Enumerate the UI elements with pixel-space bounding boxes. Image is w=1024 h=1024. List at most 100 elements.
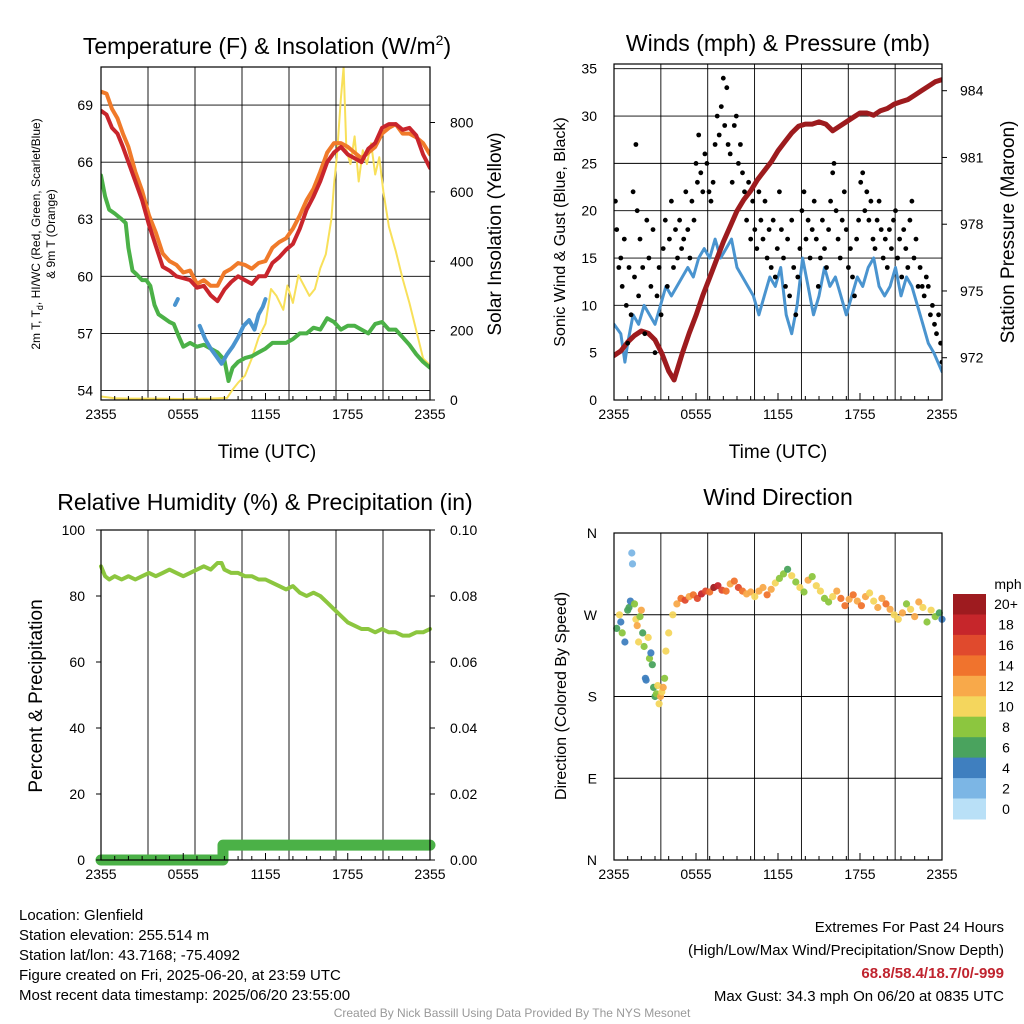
extremes-subtitle: (High/Low/Max Wind/Precipitation/Snow De… [688,942,1004,959]
direction-point [784,565,792,573]
x-tick-label: 0555 [168,866,199,882]
colorbar-label: 8 [1002,719,1010,735]
gust-point [791,265,797,270]
y-right-tick-label: 0.10 [450,522,477,538]
direction-tick-label: W [584,607,598,623]
gust-point [673,227,678,233]
y-tick-label: 10 [581,297,597,313]
gust-point [616,265,622,270]
gust-point [650,227,656,233]
colorbar-swatch [953,798,986,820]
x-tick-label: 1155 [250,406,280,422]
gust-point [818,255,823,261]
gust-point [843,227,849,233]
credit-line: Created By Nick Bassill Using Data Provi… [333,1006,691,1020]
x-tick-label: 1155 [763,406,793,422]
direction-point [907,605,915,613]
gust-point [878,227,884,233]
y-tick-label: 60 [77,268,93,284]
direction-point [628,560,637,568]
gust-point [841,189,847,195]
gust-point [640,265,646,270]
colorbar-label: 10 [998,699,1014,715]
x-tick-label: 1155 [250,866,280,882]
direction-point [661,674,669,682]
gust-point [722,123,728,128]
direction-point [763,591,771,599]
colorbar-swatch [953,614,986,636]
direction-point [771,579,779,587]
gust-point [626,265,632,270]
gust-point [644,217,650,223]
gust-point [936,312,941,318]
y-tick-label: 100 [62,522,86,538]
gust-point [628,312,634,318]
gust-point [824,265,829,270]
y-tick-label: 60 [69,654,85,670]
y-right-tick-label: 981 [960,149,984,165]
y-tick-label: 63 [77,211,93,227]
direction-point [829,593,837,601]
gust-point [760,236,766,242]
y-right-tick-label: 984 [960,83,984,99]
direction-point [874,603,882,612]
gust-point [811,198,817,204]
y-right-tick-label: 0.06 [450,654,477,670]
gust-point [744,217,749,223]
gust-point [731,123,737,128]
direction-point [808,573,816,581]
wind-direction-title: Wind Direction [703,484,853,510]
direction-point [853,597,861,605]
direction-point [919,603,927,612]
gust-point [807,255,813,261]
y-tick-label: 35 [581,61,597,77]
direction-point [645,654,654,663]
y-right-tick-label: 0.04 [450,720,477,736]
colorbar-swatch [953,716,986,738]
pressure-ylabel: Station Pressure (Maroon) [998,121,1019,344]
direction-point [878,594,886,603]
gust-point [826,227,831,233]
gust-point [698,170,704,176]
direction-point [647,649,655,657]
gust-point [874,217,880,223]
gust-point [660,246,666,252]
colorbar-label: 16 [998,637,1014,653]
gust-point [754,246,760,252]
direction-point [669,611,677,619]
gust-point [917,265,923,270]
gust-point [683,189,689,195]
y-tick-label: 15 [581,250,597,266]
gust-point [696,132,702,138]
gust-point [774,246,780,252]
gust-point [891,217,896,223]
gust-point [779,227,784,233]
y-right-tick-label: 0 [450,392,458,408]
gust-point [704,161,710,166]
extremes-info: Extremes For Past 24 Hours (High/Low/Max… [584,916,1004,1008]
direction-point [673,600,681,608]
colorbar-swatch [953,655,986,677]
direction-point [911,613,919,621]
gust-point [685,227,691,233]
direction-point [628,549,636,557]
x-tick-label: 1755 [332,406,363,422]
gust-point [681,236,687,242]
temperature-xlabel: Time (UTC) [218,442,317,463]
direction-point [615,611,624,619]
gust-point [727,151,733,157]
gust-point [884,265,890,270]
gust-point [718,104,724,109]
colorbar-label: 2 [1002,780,1010,796]
blue-series-line [197,297,268,366]
gust-point [677,217,682,223]
colorbar-label: 6 [1002,739,1010,755]
gust-point [913,236,919,242]
gust-point [736,161,741,166]
gust-point [632,274,637,280]
colorbar-swatch [953,737,986,759]
gust-point [630,189,636,195]
direction-point [637,606,645,614]
direction-point [915,598,923,606]
direction-point [788,572,796,580]
